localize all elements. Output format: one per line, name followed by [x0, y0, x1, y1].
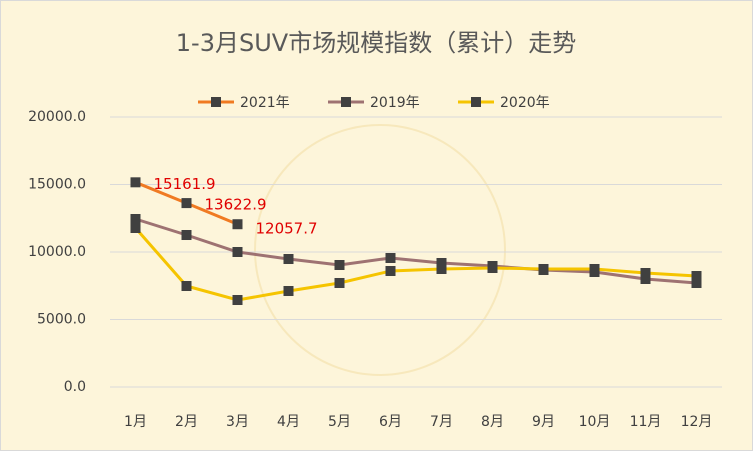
legend-label: 2019年 [370, 95, 420, 111]
point-marker [232, 247, 243, 257]
chart-title: 1-3月SUV市场规模指数（累计）走势 [176, 29, 576, 57]
point-marker [283, 254, 294, 265]
point-marker [232, 295, 243, 306]
x-tick-label: 1月 [124, 414, 147, 430]
point-marker [640, 268, 651, 279]
point-marker [130, 222, 141, 233]
x-tick-label: 6月 [379, 414, 402, 430]
point-marker [487, 262, 498, 273]
point-marker [232, 219, 243, 230]
series-line [134, 227, 697, 302]
x-tick-label: 12月 [681, 414, 713, 430]
series-line [135, 217, 697, 285]
y-tick-label: 15000.0 [28, 177, 86, 193]
point-marker [181, 230, 192, 241]
x-tick-label: 10月 [579, 414, 611, 430]
watermark [254, 124, 506, 376]
x-tick-label: 2月 [175, 414, 198, 430]
x-tick-label: 7月 [430, 414, 453, 430]
point-marker [334, 260, 345, 271]
point-marker [538, 263, 549, 274]
legend-marker [471, 97, 481, 107]
point-marker [130, 214, 141, 225]
y-tick-label: 0.0 [64, 379, 86, 395]
point-marker [589, 263, 600, 274]
point-marker [283, 286, 294, 297]
point-marker [385, 252, 396, 263]
legend-label: 2020年 [500, 95, 550, 111]
point-marker [181, 198, 192, 209]
x-tick-label: 5月 [328, 414, 351, 430]
data-label: 12057.7 [256, 220, 318, 238]
point-marker [691, 271, 702, 282]
x-tick-label: 9月 [532, 414, 555, 430]
point-marker [691, 277, 702, 288]
legend-marker [341, 97, 351, 107]
point-marker [436, 258, 447, 269]
point-marker [640, 274, 651, 284]
legend-marker [211, 97, 221, 107]
x-tick-label: 4月 [277, 414, 300, 430]
point-marker [130, 177, 141, 188]
y-tick-label: 5000.0 [37, 312, 86, 328]
x-tick-label: 3月 [226, 414, 249, 430]
y-tick-label: 10000.0 [28, 244, 86, 260]
point-marker [385, 265, 396, 276]
x-tick-label: 8月 [481, 414, 504, 430]
legend-label: 2021年 [240, 95, 290, 111]
point-marker [181, 281, 192, 292]
point-marker [436, 263, 447, 274]
data-label: 13622.9 [205, 196, 267, 214]
x-tick-label: 11月 [630, 414, 662, 430]
point-marker [334, 277, 345, 288]
y-tick-label: 20000.0 [28, 109, 86, 125]
data-label: 15161.9 [154, 175, 216, 193]
